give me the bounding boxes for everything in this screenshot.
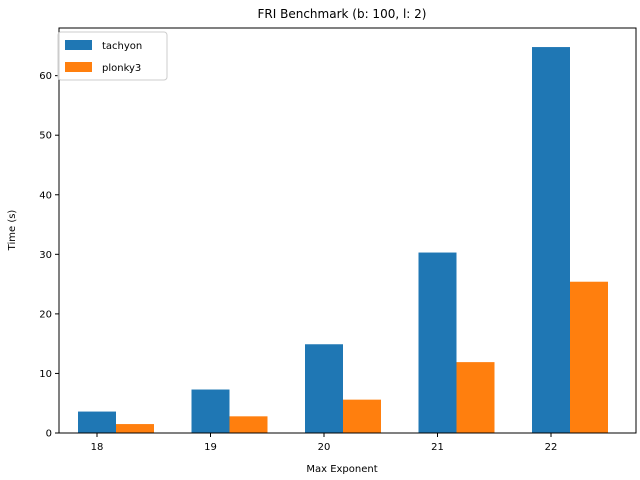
bar-plonky3-22 [570,281,608,433]
legend-swatch-plonky3 [65,62,92,72]
y-axis-title: Time (s) [7,210,18,252]
bar-tachyon-20 [305,344,343,433]
bar-tachyon-19 [191,389,230,433]
y-tick-label: 60 [39,71,52,82]
legend: tachyon plonky3 [57,31,168,81]
bar-plonky3-21 [456,362,495,433]
legend-label-tachyon: tachyon [102,41,142,52]
chart-title: FRI Benchmark (b: 100, l: 2) [258,7,427,21]
y-tick-label: 10 [39,369,52,380]
bar-plonky3-18 [116,424,154,433]
bar-tachyon-22 [532,47,570,433]
y-tick-label: 50 [39,131,52,142]
x-tick-label: 21 [431,442,444,453]
x-tick-label: 22 [545,442,558,453]
y-tick-label: 30 [39,250,52,261]
plot-frame [58,27,637,434]
x-tick-label: 18 [91,442,104,453]
x-tick-label: 20 [318,442,331,453]
y-tick-label: 20 [39,309,52,320]
y-tick-label: 0 [46,429,52,440]
x-tick-label: 19 [204,442,217,453]
y-tick-label: 40 [39,190,52,201]
bar-plonky3-20 [343,399,381,433]
x-axis-title: Max Exponent [306,464,377,475]
bar-tachyon-21 [418,252,457,433]
bar-tachyon-18 [78,411,116,433]
x-axis: 18 19 20 21 22 [91,433,558,453]
legend-swatch-tachyon [65,40,92,50]
bars-group [78,47,608,433]
bar-plonky3-19 [229,416,268,433]
y-axis: 0 10 20 30 40 50 60 [39,71,59,440]
legend-label-plonky3: plonky3 [102,63,141,74]
